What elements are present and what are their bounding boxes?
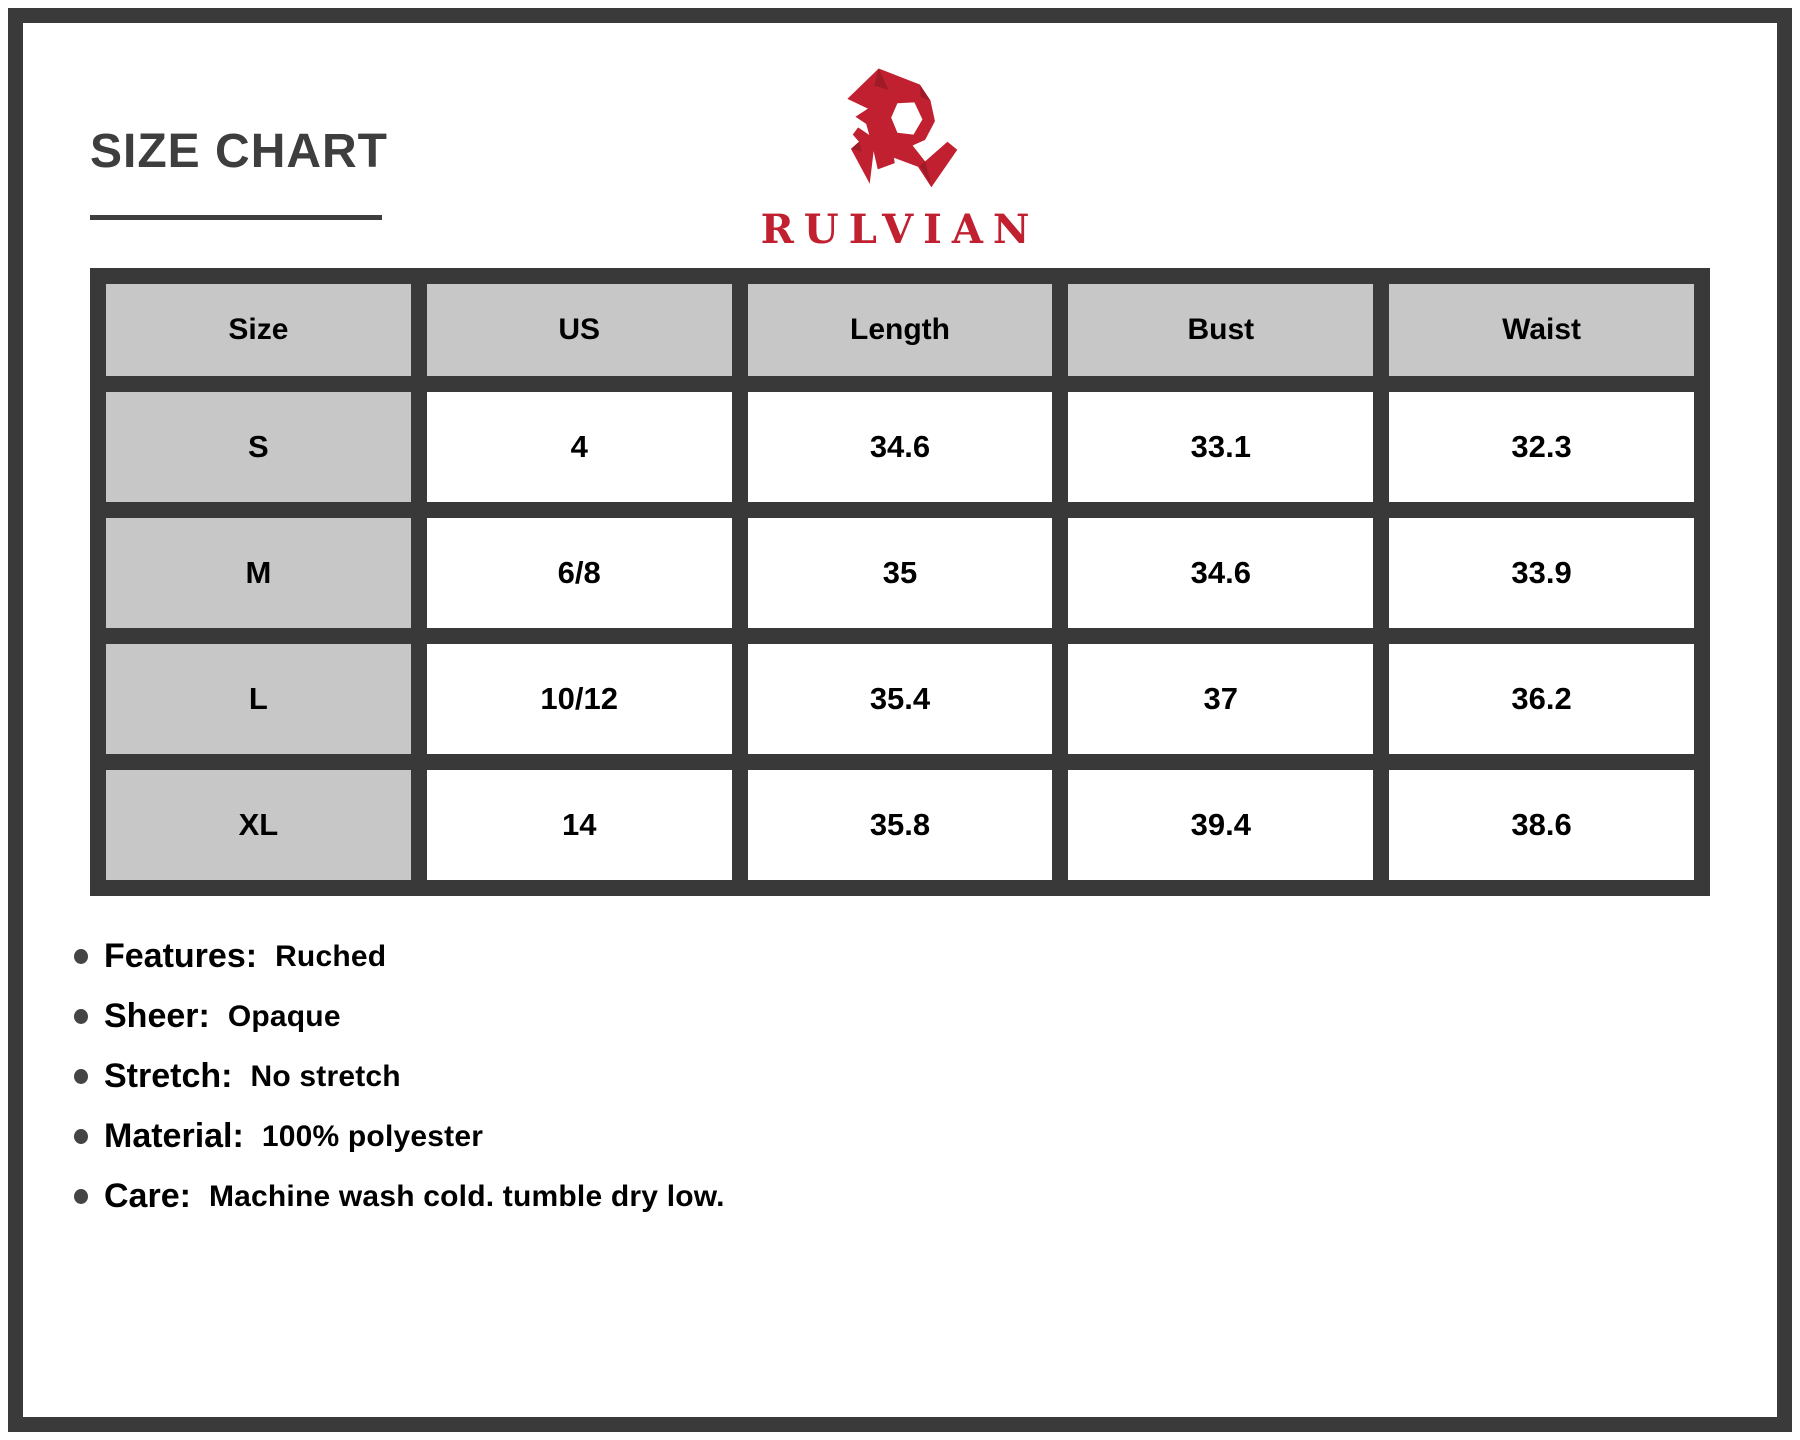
bullet-icon (74, 949, 88, 964)
size-label-m: M (90, 502, 427, 644)
brand-name: RULVIAN (760, 206, 1040, 253)
detail-label: Features: (104, 937, 258, 975)
column-header-waist: Waist (1373, 268, 1710, 392)
cell-s-bust: 33.1 (1052, 376, 1390, 518)
column-header-us: US (410, 268, 748, 392)
detail-item-features: Features: Ruched (74, 934, 725, 979)
detail-item-material: Material: 100% polyester (74, 1114, 725, 1159)
cell-xl-waist: 38.6 (1373, 754, 1710, 896)
product-details-list: Features: Ruched Sheer: Opaque Stretch: … (74, 934, 725, 1234)
detail-value: Machine wash cold. tumble dry low. (208, 1179, 725, 1213)
cell-s-us: 4 (410, 376, 748, 518)
cell-l-length: 35.4 (731, 628, 1069, 770)
size-label-xl: XL (90, 754, 427, 896)
detail-label: Stretch: (104, 1057, 233, 1095)
size-label-l: L (90, 628, 427, 770)
detail-label: Sheer: (104, 997, 210, 1035)
table-row-m: M 6/8 35 34.6 33.9 (90, 502, 1710, 644)
cell-l-waist: 36.2 (1373, 628, 1710, 770)
size-label-s: S (90, 376, 427, 518)
detail-label: Material: (104, 1117, 244, 1155)
table-row-xl: XL 14 35.8 39.4 38.6 (90, 754, 1710, 896)
table-row-s: S 4 34.6 33.1 32.3 (90, 376, 1710, 518)
cell-xl-length: 35.8 (731, 754, 1069, 896)
detail-value: No stretch (250, 1059, 401, 1093)
bullet-icon (74, 1129, 88, 1144)
size-table: Size US Length Bust Waist S 4 34.6 33.1 … (90, 268, 1710, 896)
cell-xl-bust: 39.4 (1052, 754, 1390, 896)
page-title: SIZE CHART (90, 125, 388, 178)
cell-m-bust: 34.6 (1052, 502, 1390, 644)
column-header-length: Length (731, 268, 1069, 392)
detail-value: Ruched (275, 939, 387, 973)
column-header-size: Size (90, 268, 427, 392)
cell-s-waist: 32.3 (1373, 376, 1710, 518)
column-header-bust: Bust (1052, 268, 1390, 392)
detail-value: 100% polyester (261, 1119, 484, 1153)
cell-s-length: 34.6 (731, 376, 1069, 518)
table-header-row: Size US Length Bust Waist (90, 268, 1710, 392)
rulvian-r-logo-icon (847, 68, 958, 188)
detail-item-stretch: Stretch: No stretch (74, 1054, 725, 1099)
cell-l-us: 10/12 (410, 628, 748, 770)
detail-item-care: Care: Machine wash cold. tumble dry low. (74, 1174, 725, 1219)
detail-label: Care: (104, 1177, 191, 1215)
bullet-icon (74, 1009, 88, 1024)
detail-item-sheer: Sheer: Opaque (74, 994, 725, 1039)
bullet-icon (74, 1069, 88, 1084)
cell-l-bust: 37 (1052, 628, 1390, 770)
cell-m-length: 35 (731, 502, 1069, 644)
cell-m-waist: 33.9 (1373, 502, 1710, 644)
detail-value: Opaque (227, 999, 341, 1033)
title-block: SIZE CHART (90, 125, 388, 220)
cell-m-us: 6/8 (410, 502, 748, 644)
title-underline (90, 214, 382, 220)
cell-xl-us: 14 (410, 754, 748, 896)
table-row-l: L 10/12 35.4 37 36.2 (90, 628, 1710, 770)
bullet-icon (74, 1189, 88, 1204)
